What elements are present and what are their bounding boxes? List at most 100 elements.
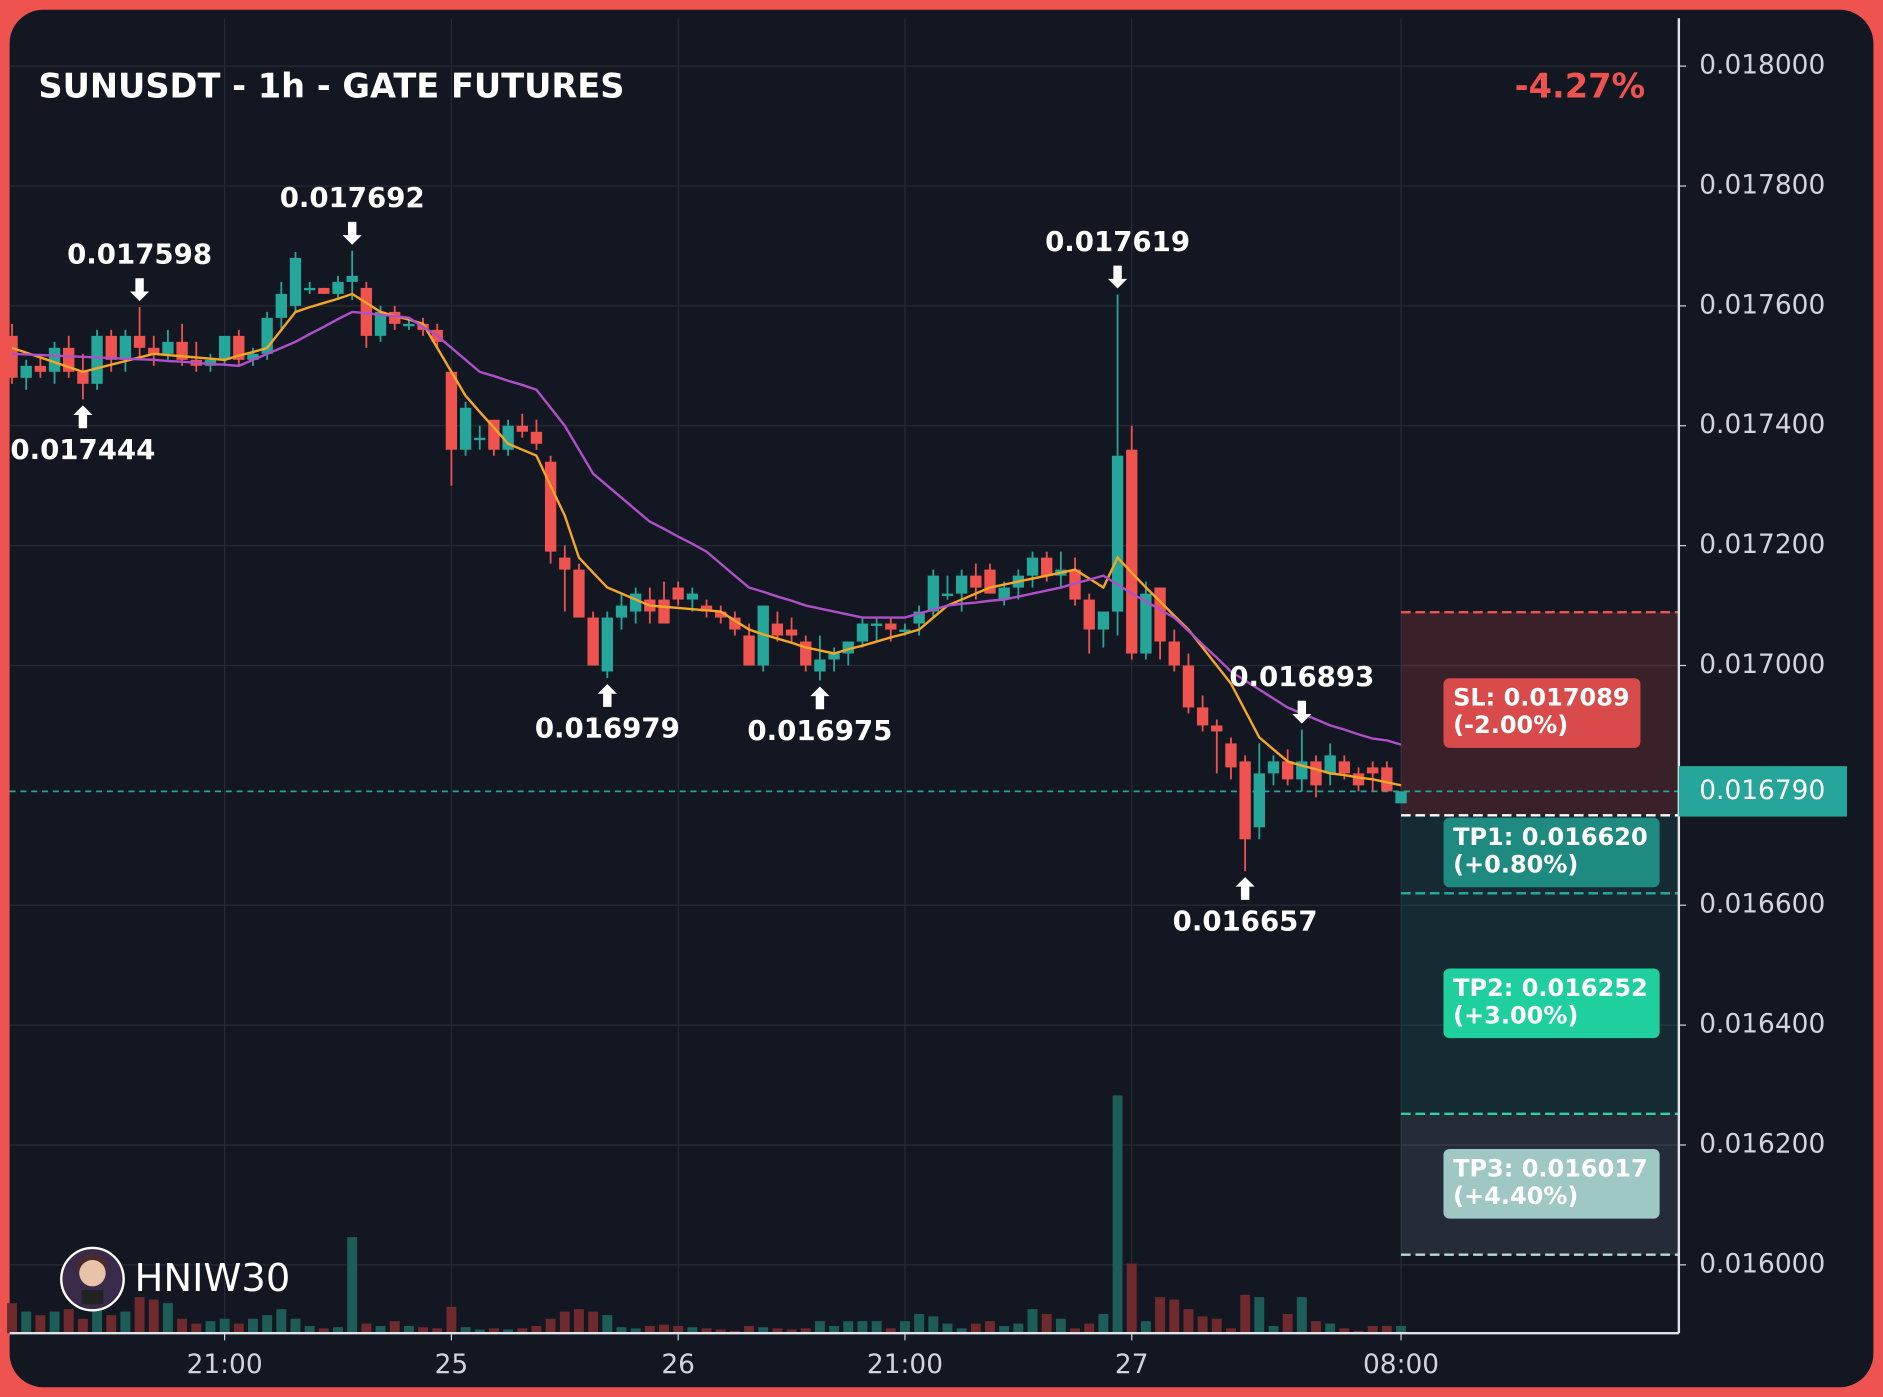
volume-bar [304,1325,315,1334]
candle-body [91,335,103,384]
candle-body [800,641,812,666]
annotation-label: 0.017444 [10,433,155,466]
volume-bar [531,1325,542,1334]
candle-body [403,323,415,327]
volume-bar [545,1318,556,1334]
candle-body [289,257,302,306]
volume-bar [106,1315,117,1334]
volume-bar [843,1321,854,1334]
candle-body [1041,557,1053,576]
candle-body [516,425,528,432]
volume-bar [1055,1318,1066,1334]
candle-body [34,365,47,372]
candle-body [176,341,188,360]
volume-bar [134,1297,145,1334]
volume-bar [814,1321,825,1334]
y-tick-label: 0.017400 [1699,409,1825,440]
volume-bar [1339,1328,1350,1334]
candle-body [1296,761,1308,780]
y-tick-label: 0.016400 [1699,1009,1825,1040]
volume-bar [715,1329,726,1334]
volume-bar [928,1316,939,1334]
volume-bar [999,1325,1010,1334]
y-tick-label: 0.017200 [1699,529,1825,560]
candle-body [998,587,1010,600]
level-box [1443,1148,1660,1219]
x-tick-label: 21:00 [187,1349,263,1380]
candle-body [587,617,599,666]
volume-bar [1254,1297,1265,1334]
volume-bar [630,1328,641,1334]
candle-body [658,599,670,624]
volume-bar [1140,1321,1151,1334]
volume-bar [1183,1309,1194,1334]
volume-bar [403,1325,414,1334]
candle-body [828,653,840,660]
volume-bar [389,1321,400,1334]
volume-bar [347,1237,358,1334]
candle-body [63,347,75,372]
candle-body [715,611,727,618]
annotation-arrow [342,221,362,245]
candle-body [20,365,32,378]
volume-bar [488,1328,499,1334]
volume-bar [290,1318,301,1334]
volume-bar [616,1327,627,1334]
candle-body [1211,725,1223,732]
candle-body [1324,755,1336,774]
level-label: TP2: 0.016252 [1453,974,1648,1002]
candle-body [729,617,741,630]
candle-body [984,569,996,594]
chart-title: SUNUSDT - 1h - GATE FUTURES [38,66,624,105]
y-tick-label: 0.016200 [1699,1128,1825,1159]
volume-bar [701,1328,712,1334]
volume-bar [474,1329,485,1334]
volume-bar [1098,1313,1109,1334]
candle-body [502,425,514,450]
candle-body [332,281,344,294]
volume-bar [970,1323,981,1334]
candle-body [1352,773,1365,786]
volume-bar [900,1321,910,1334]
volume-bar [233,1323,244,1334]
candle-body [1182,665,1195,708]
annotation-arrow [597,684,617,707]
x-tick-label: 26 [661,1349,695,1380]
volume-bar [35,1315,46,1334]
volume-bar [1296,1297,1307,1334]
candle-body [1225,743,1237,768]
x-tick-label: 25 [435,1349,469,1380]
candle-body [488,419,500,450]
candle-body [970,575,982,588]
volume-bar [588,1311,599,1334]
watermark: HNIW30 [135,1256,291,1301]
candle-body [573,569,585,618]
candle-body [105,335,117,360]
y-tick-label: 0.017800 [1699,170,1825,201]
annotation-label: 0.017692 [280,181,425,214]
volume-bar [559,1311,570,1334]
volume-bar [1396,1325,1407,1334]
candle-body [629,593,642,612]
volume-bar [162,1303,173,1334]
candle-body [1154,587,1166,642]
candle-body [1367,767,1379,774]
volume-bar [1225,1328,1236,1334]
volume-bar [673,1325,684,1334]
candle-body [544,461,557,552]
background [9,9,1874,1388]
candle-body [1281,761,1294,780]
annotation-arrow [1107,265,1128,289]
candle-body [1083,599,1095,630]
volume-bar [1381,1325,1392,1334]
volume-bar [857,1321,868,1334]
ma-line [11,292,1402,787]
volume-bar [361,1323,372,1334]
volume-bar [375,1325,386,1334]
volume-bar [985,1321,995,1334]
level-change: (+4.40%) [1453,1182,1578,1210]
volume-bar [276,1309,287,1334]
candle-body [389,311,401,324]
volume-bar [517,1328,528,1334]
